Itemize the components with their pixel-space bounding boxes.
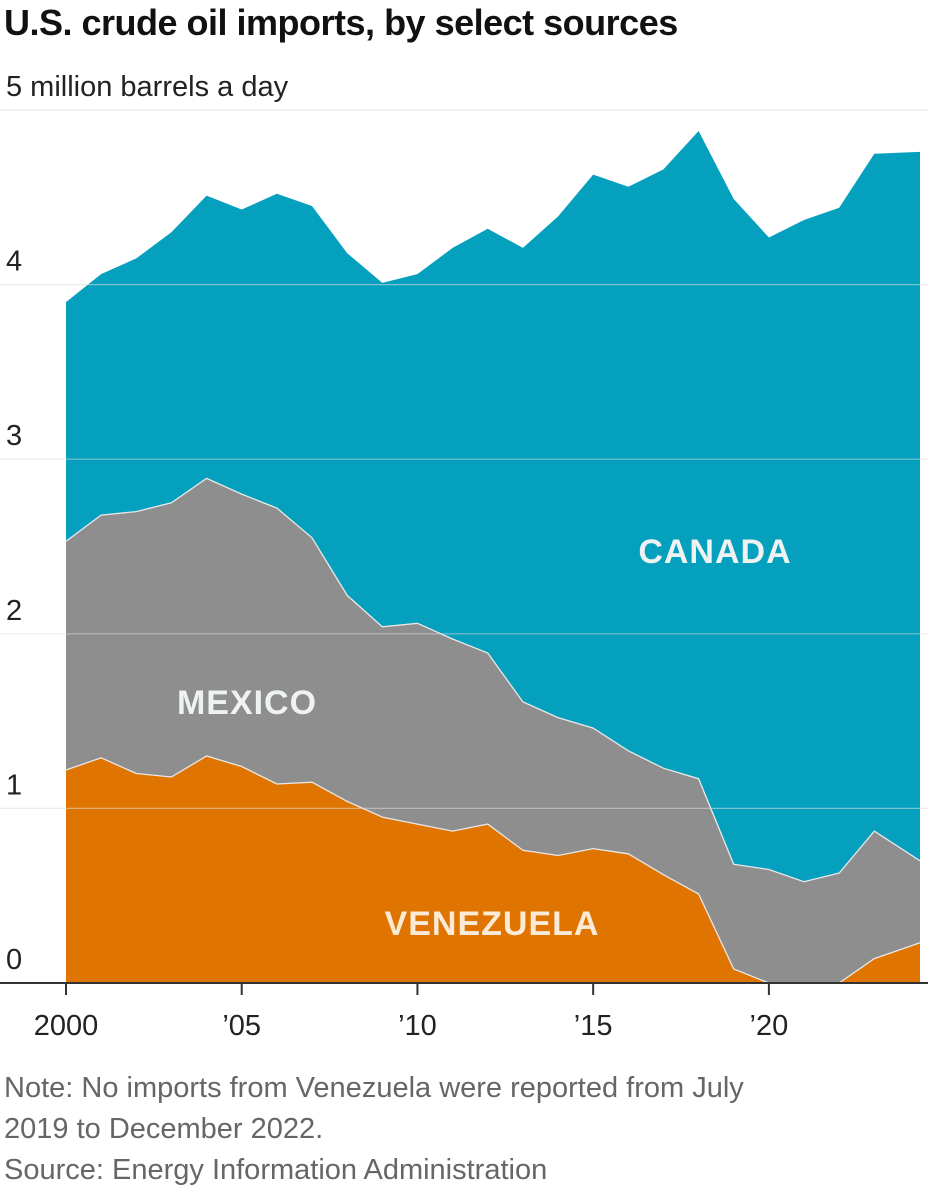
gridlines xyxy=(0,109,928,810)
mexico-label: MEXICO xyxy=(177,684,317,722)
mexico-boundary-line xyxy=(65,477,921,883)
chart-title: U.S. crude oil imports, by select source… xyxy=(4,2,678,43)
y-tick-label-5: 5 million barrels a day xyxy=(6,71,289,103)
y-tick-label-0: 0 xyxy=(6,944,22,976)
note-line-2: 2019 to December 2022. xyxy=(4,1113,324,1145)
x-tick-label-2005: ’05 xyxy=(222,1010,261,1042)
y-tick-label-4: 4 xyxy=(6,246,22,278)
canada-area xyxy=(66,131,920,882)
axes: 0 1 2 3 4 5 million barrels a day 2000 ’05 ’10 ’1… xyxy=(0,71,928,1042)
y-tick-label-3: 3 xyxy=(6,420,22,452)
footnotes: Note: No imports from Venezuela were rep… xyxy=(4,1068,744,1191)
y-tick-label-2: 2 xyxy=(6,595,22,627)
x-tick-label-2000: 2000 xyxy=(34,1010,99,1042)
stacked-area-chart: 0 1 2 3 4 5 million barrels a day 2000 ’05 ’10 ’1… xyxy=(0,71,928,1042)
series-labels: CANADA MEXICO VENEZUELA xyxy=(177,533,791,943)
venezuela-label: VENEZUELA xyxy=(385,905,600,943)
x-tick-label-2015: ’15 xyxy=(574,1010,613,1042)
note-line-1: Note: No imports from Venezuela were rep… xyxy=(4,1072,744,1104)
x-tick-label-2010: ’10 xyxy=(398,1010,437,1042)
area-layer xyxy=(65,131,921,984)
canada-label: CANADA xyxy=(638,533,791,571)
y-tick-label-1: 1 xyxy=(6,769,22,801)
x-tick-label-2020: ’20 xyxy=(750,1010,789,1042)
venezuela-area xyxy=(66,756,920,983)
mexico-area xyxy=(66,478,920,983)
source-line: Source: Energy Information Administratio… xyxy=(4,1154,548,1186)
